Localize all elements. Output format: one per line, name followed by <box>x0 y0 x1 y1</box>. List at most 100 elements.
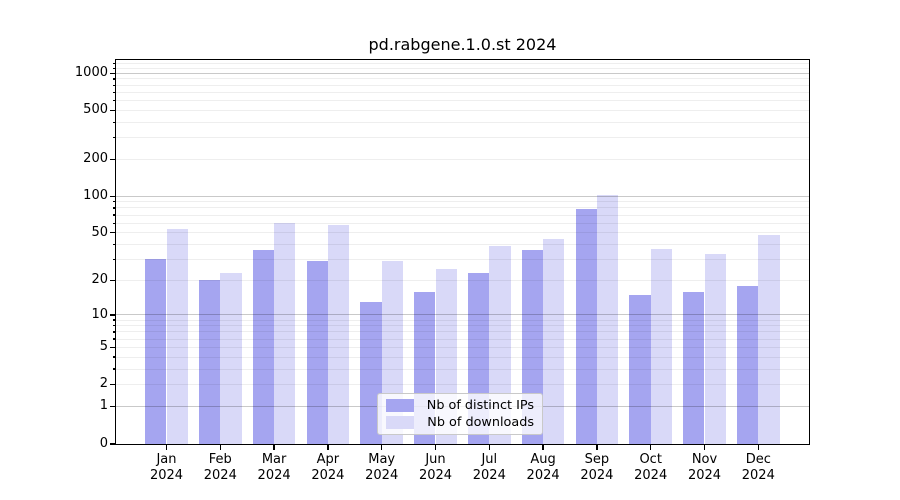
x-axis-tick <box>165 444 168 450</box>
y-axis-tick <box>109 405 116 407</box>
bar-nb-of-distinct-ips-sep <box>575 208 597 444</box>
y-axis-minor-tick <box>112 338 116 340</box>
gridline-2 <box>116 383 809 385</box>
legend: Nb of distinct IPs Nb of downloads <box>377 393 543 435</box>
legend-swatch-distinct-ips-icon <box>386 399 414 412</box>
x-axis-tick <box>542 444 544 450</box>
gridline-minor <box>116 243 809 245</box>
bar-nb-of-distinct-ips-jan <box>145 259 167 444</box>
x-axis-tick <box>757 444 759 450</box>
y-axis-minor-tick <box>112 84 116 86</box>
x-tick-label-apr: Apr 2024 <box>311 452 345 483</box>
y-axis-tick <box>109 158 116 160</box>
gridline-minor <box>116 207 809 209</box>
y-axis-tick <box>109 443 116 445</box>
gridline-200 <box>116 158 809 160</box>
y-axis-tick <box>109 346 116 348</box>
gridline-minor <box>116 137 809 139</box>
gridline-minor <box>116 91 809 93</box>
gridline-minor <box>116 84 809 86</box>
y-axis-minor-tick <box>112 91 116 94</box>
x-tick-label-dec: Dec 2024 <box>741 452 775 483</box>
legend-swatch-downloads-icon <box>386 416 414 429</box>
bar-nb-of-distinct-ips-apr <box>306 261 328 444</box>
y-axis-tick <box>109 109 116 112</box>
x-tick-label-may: May 2024 <box>365 452 399 483</box>
y-tick-label: 10 <box>91 306 108 322</box>
x-tick-label-mar: Mar 2024 <box>257 452 291 483</box>
y-axis-minor-tick <box>112 356 116 358</box>
y-axis-minor-tick <box>112 67 116 69</box>
gridline-minor <box>116 258 809 260</box>
bar-nb-of-distinct-ips-feb <box>198 280 221 444</box>
y-tick-label: 100 <box>83 188 108 204</box>
gridline-minor <box>116 78 809 80</box>
gridline-minor <box>116 222 809 224</box>
x-axis-tick <box>219 444 221 450</box>
y-tick-label: 500 <box>83 102 108 118</box>
y-axis-minor-tick <box>112 324 116 327</box>
gridline-minor <box>116 63 809 65</box>
bar-nb-of-distinct-ips-dec <box>736 285 759 444</box>
x-axis-tick <box>434 444 437 450</box>
y-tick-label: 200 <box>83 151 108 167</box>
x-tick-label-sep: Sep 2024 <box>580 452 614 483</box>
y-axis-tick <box>109 279 116 281</box>
legend-label-downloads: Nb of downloads <box>427 415 534 430</box>
plot-area: Nb of distinct IPs Nb of downloads <box>116 60 809 444</box>
y-tick-label: 1000 <box>74 65 108 81</box>
gridline-minor <box>116 214 809 216</box>
gridline-minor <box>116 100 809 102</box>
y-axis-minor-tick <box>112 100 116 102</box>
x-tick-label-nov: Nov 2024 <box>687 452 722 483</box>
y-tick-label: 2 <box>99 376 108 392</box>
y-tick-label: 5 <box>99 339 108 355</box>
x-axis-tick <box>327 444 329 450</box>
x-tick-label-jun: Jun 2024 <box>418 452 453 483</box>
gridline-1000 <box>116 72 809 74</box>
y-axis-minor-tick <box>112 121 116 123</box>
y-axis-tick <box>109 232 116 234</box>
gridline-minor <box>116 331 809 333</box>
legend-item-downloads: Nb of downloads <box>378 415 542 430</box>
x-tick-label-jul: Jul 2024 <box>472 452 506 483</box>
bar-nb-of-downloads-oct <box>650 248 673 444</box>
y-axis-minor-tick <box>112 222 116 224</box>
bar-nb-of-downloads-nov <box>704 254 726 444</box>
gridline-5 <box>116 346 809 348</box>
gridline-minor <box>116 67 809 69</box>
gridline-20 <box>116 279 809 281</box>
y-axis-minor-tick <box>112 137 116 139</box>
y-tick-label: 1 <box>99 398 108 414</box>
bar-nb-of-downloads-aug <box>543 239 565 444</box>
bar-nb-of-downloads-jan <box>166 228 188 444</box>
y-axis-tick <box>109 195 116 197</box>
y-axis-minor-tick <box>112 258 116 261</box>
y-tick-label: 0 <box>99 436 108 451</box>
x-tick-label-feb: Feb 2024 <box>203 452 237 483</box>
x-axis-tick <box>273 444 275 450</box>
y-axis-minor-tick <box>112 78 116 80</box>
x-axis-tick <box>381 444 383 450</box>
y-axis-minor-tick <box>112 368 116 370</box>
bar-nb-of-downloads-sep <box>596 194 619 444</box>
gridline-minor <box>116 319 809 321</box>
gridline-minor <box>116 201 809 203</box>
y-tick-label: 50 <box>91 224 108 240</box>
gridline-minor <box>116 368 809 370</box>
y-axis-minor-tick <box>112 201 116 203</box>
legend-label-distinct-ips: Nb of distinct IPs <box>426 398 534 413</box>
y-tick-label: 20 <box>91 272 108 288</box>
y-axis-minor-tick <box>112 207 116 209</box>
chart-title: pd.rabgene.1.0.st 2024 <box>368 35 557 54</box>
gridline-minor <box>116 338 809 340</box>
y-axis-minor-tick <box>112 243 116 246</box>
y-axis-minor-tick <box>112 214 116 216</box>
y-axis-minor-tick <box>112 331 116 333</box>
gridline-500 <box>116 109 809 111</box>
y-axis-minor-tick <box>112 62 116 65</box>
y-axis-tick <box>109 314 116 316</box>
bar-nb-of-downloads-mar <box>274 223 296 444</box>
gridline-minor <box>116 121 809 123</box>
